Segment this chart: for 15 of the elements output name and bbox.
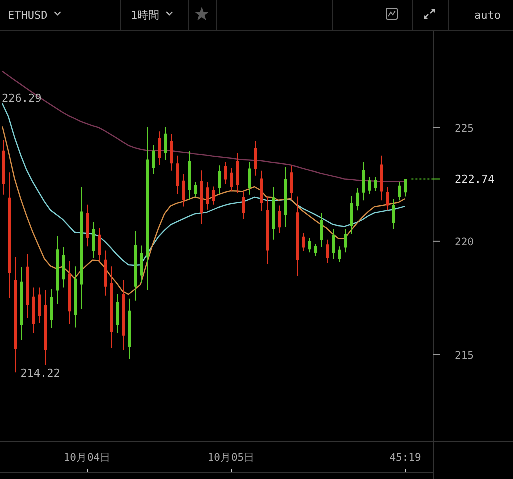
x-tick-label: 45:19 bbox=[390, 452, 422, 464]
line-series bbox=[2, 126, 406, 296]
chart-title: ETHUSD bbox=[8, 9, 48, 22]
y-tick-label: 220 bbox=[455, 236, 474, 248]
line-series bbox=[2, 104, 406, 266]
text: auto bbox=[474, 9, 501, 22]
y-tick-label: 225 bbox=[455, 122, 474, 135]
annotation: 214.22 bbox=[20, 367, 60, 380]
annotation: 226.29 bbox=[2, 92, 42, 105]
y-tick-label: 215 bbox=[455, 350, 474, 362]
line-series bbox=[2, 71, 406, 182]
x-tick-label: 10月05日 bbox=[208, 452, 256, 464]
x-tick-label: 10月04日 bbox=[64, 452, 112, 464]
chart-subtitle: 1時間 bbox=[131, 9, 160, 22]
text: 222.74 bbox=[455, 173, 496, 186]
